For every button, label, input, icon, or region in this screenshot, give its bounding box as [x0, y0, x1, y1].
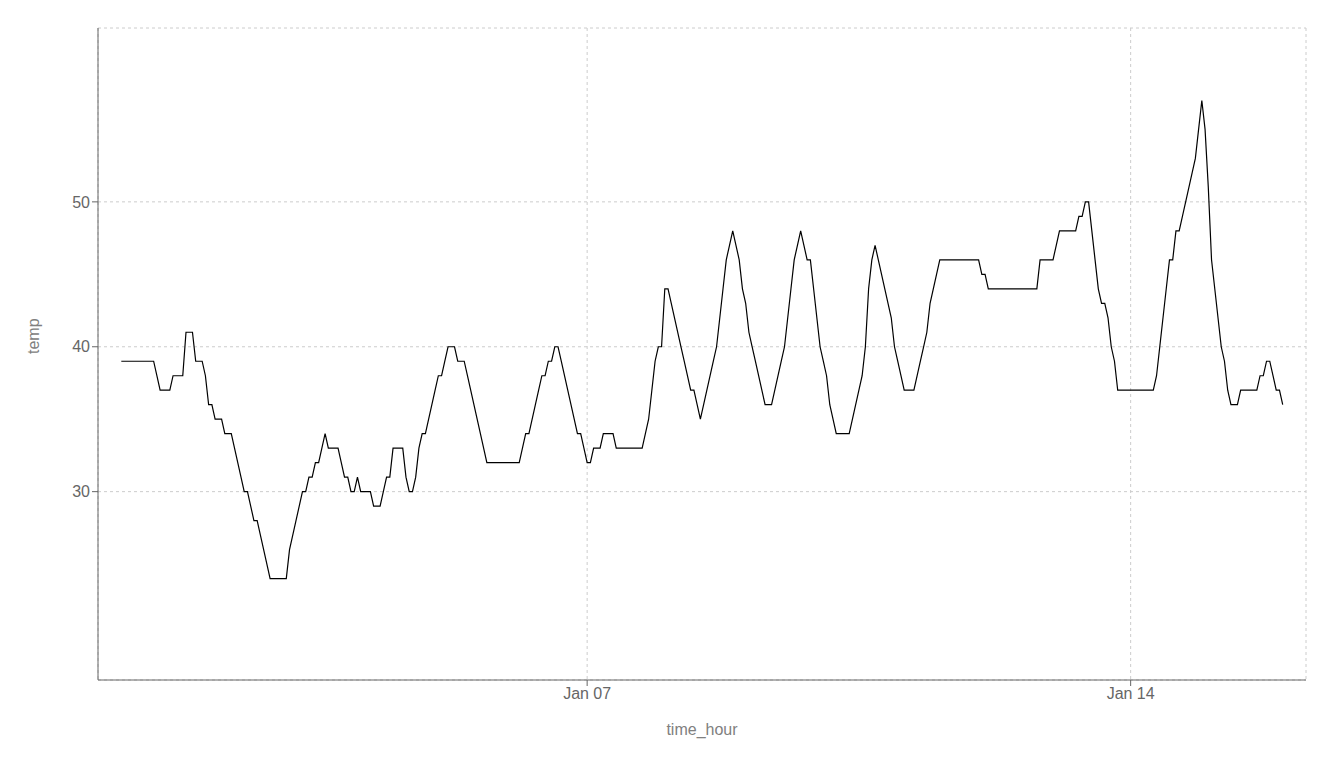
- svg-text:temp: temp: [25, 318, 42, 354]
- svg-text:Jan 14: Jan 14: [1107, 685, 1155, 702]
- svg-text:time_hour: time_hour: [666, 721, 738, 739]
- svg-text:Jan 07: Jan 07: [563, 685, 611, 702]
- svg-text:40: 40: [72, 338, 90, 355]
- svg-text:30: 30: [72, 483, 90, 500]
- svg-text:50: 50: [72, 194, 90, 211]
